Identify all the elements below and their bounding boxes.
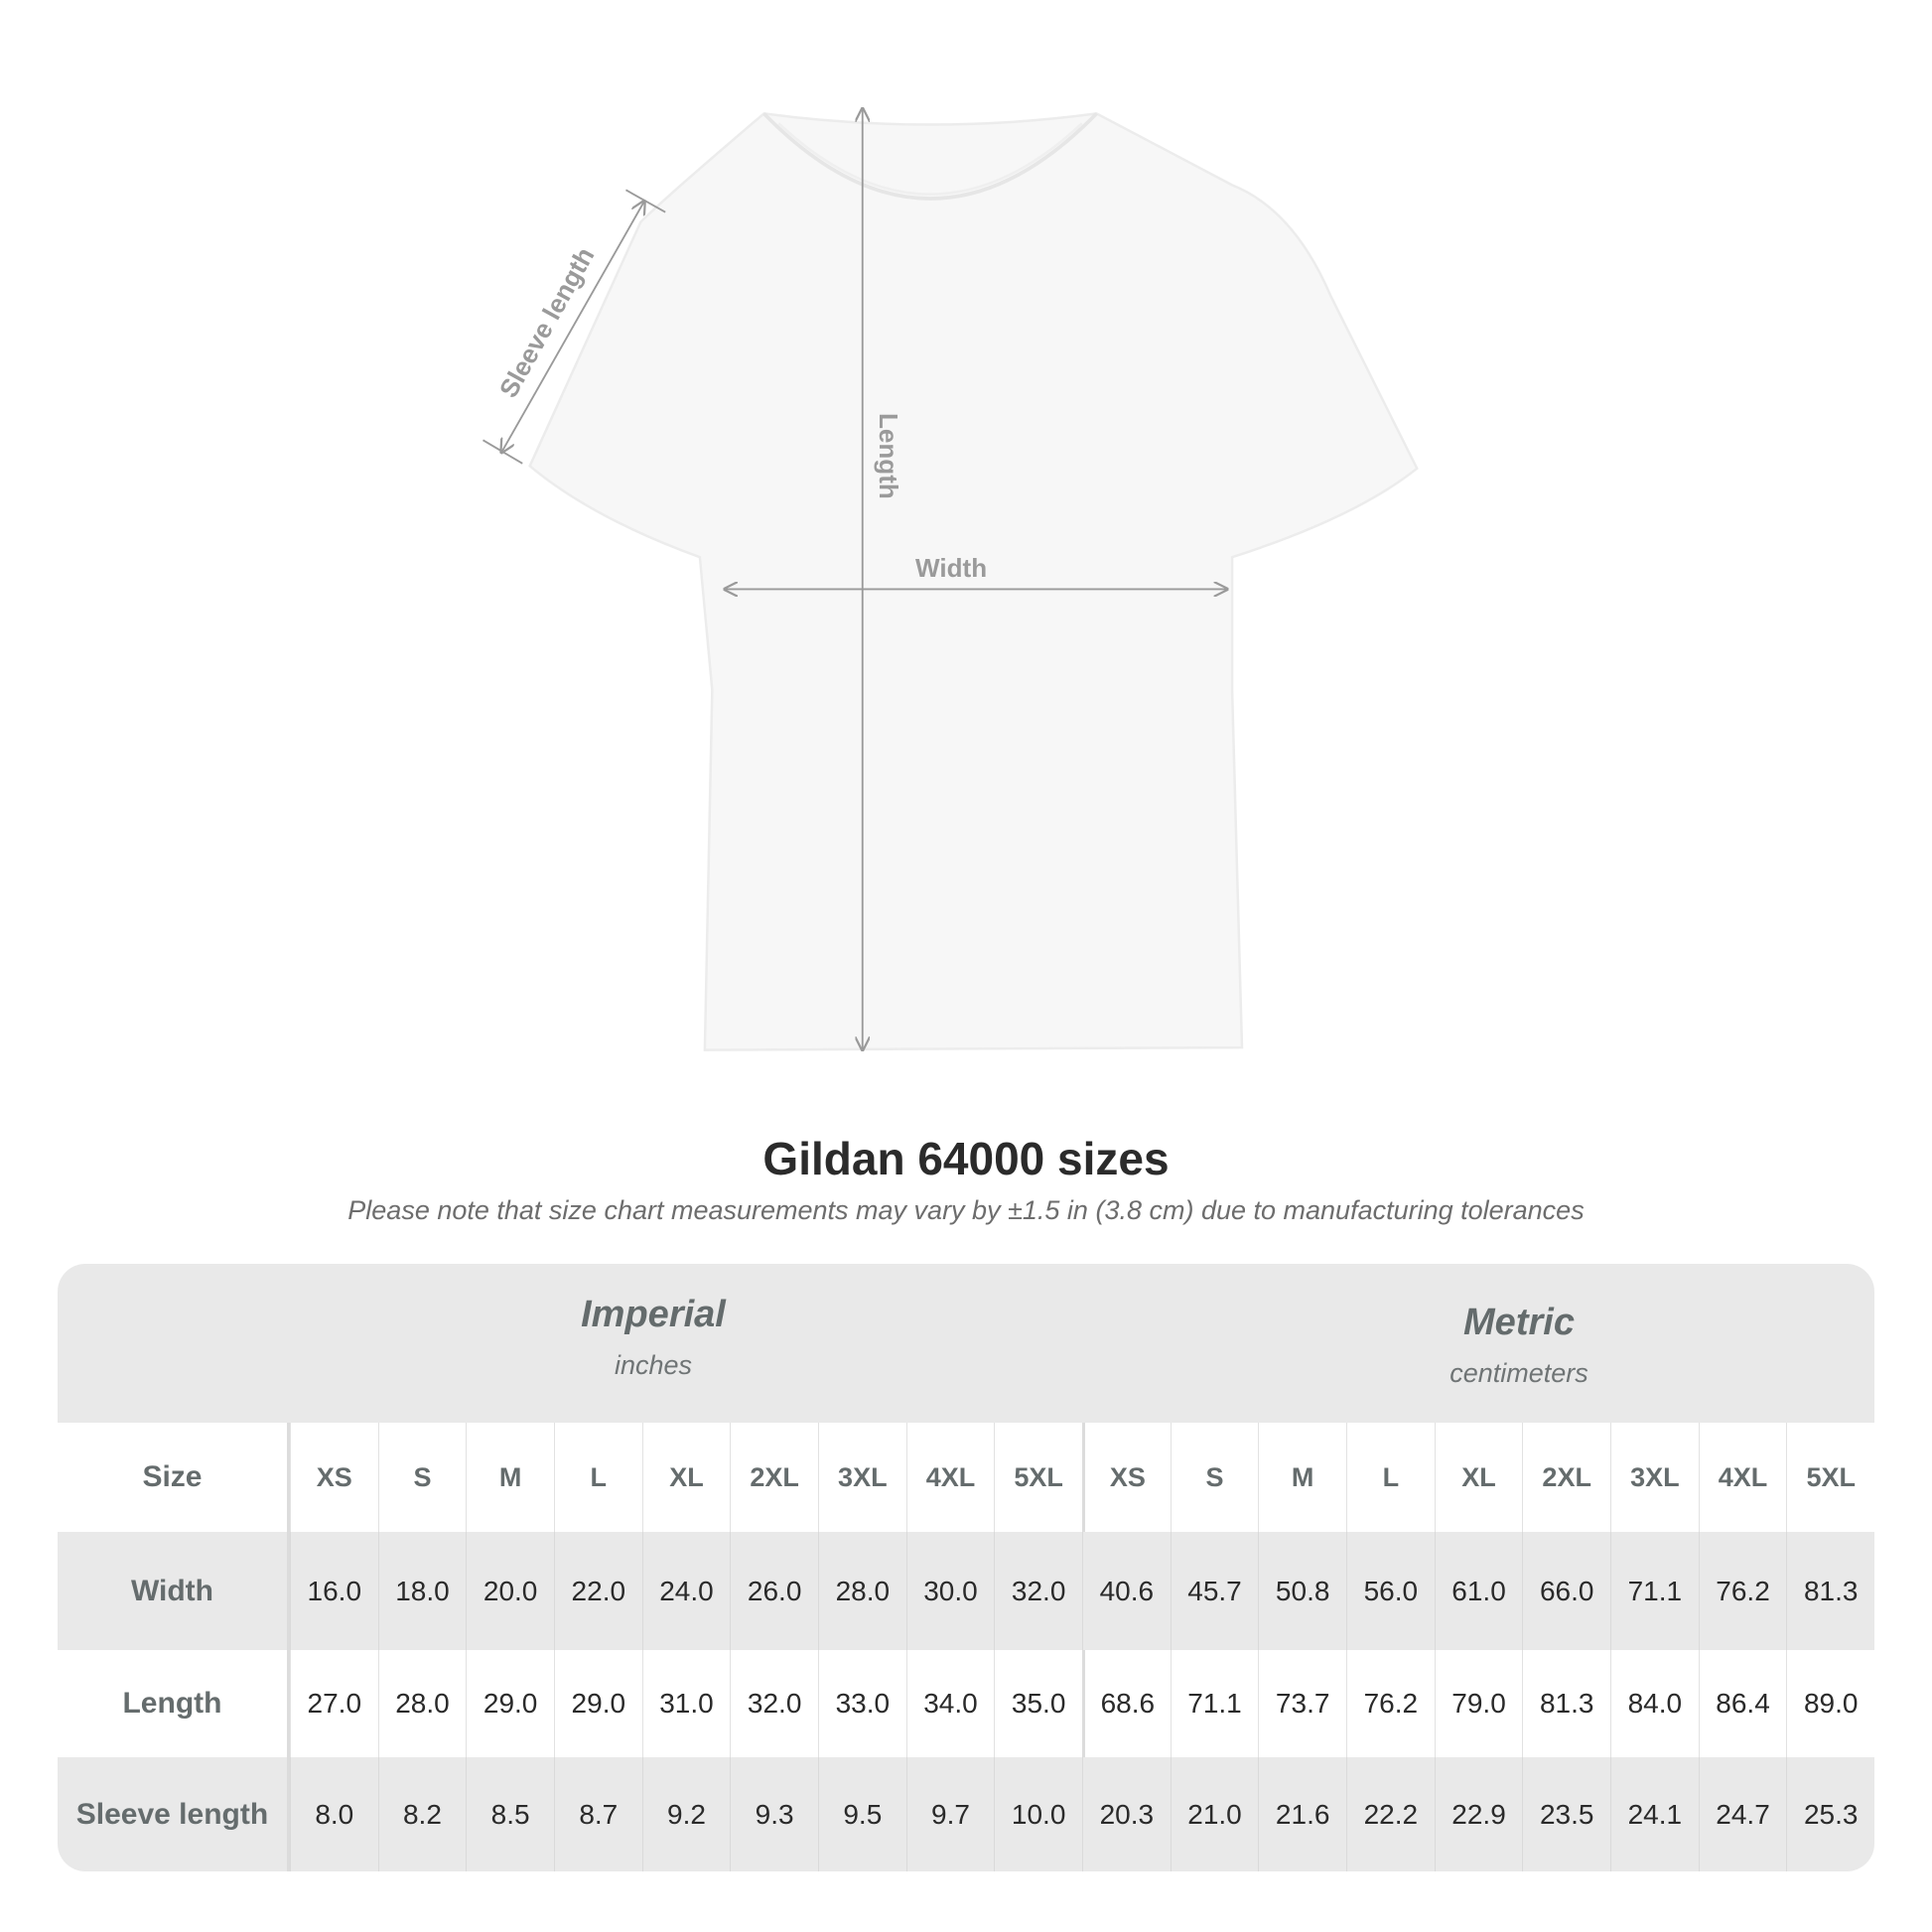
sleeve-arrow <box>501 202 644 453</box>
table-cell: 2XL <box>730 1423 818 1532</box>
table-cell: S <box>377 1423 467 1532</box>
length-label: Length <box>874 413 903 499</box>
table-cell: 24.1 <box>1610 1757 1699 1871</box>
table-cell: XL <box>1434 1423 1523 1532</box>
row-label: Size <box>58 1423 290 1532</box>
table-cell: 23.5 <box>1522 1757 1610 1871</box>
row-label: Width <box>58 1532 290 1650</box>
table-cell: 33.0 <box>817 1650 906 1757</box>
table-cell: 10.0 <box>994 1757 1082 1871</box>
table-cell: 8.5 <box>466 1757 554 1871</box>
table-cell: 9.7 <box>905 1757 995 1871</box>
table-cell: 9.5 <box>817 1757 906 1871</box>
table-cell: 40.6 <box>1082 1532 1171 1650</box>
table-cell: 76.2 <box>1346 1650 1435 1757</box>
table-cell: 86.4 <box>1698 1650 1787 1757</box>
table-cell: 26.0 <box>730 1532 818 1650</box>
table-cell: 76.2 <box>1698 1532 1787 1650</box>
unit-header-band: Imperial inches Metric centimeters <box>58 1264 1874 1423</box>
table-cell: 25.3 <box>1786 1757 1874 1871</box>
table-cell: 3XL <box>1610 1423 1699 1532</box>
table-cell: 29.0 <box>466 1650 554 1757</box>
table-cell: 21.6 <box>1258 1757 1346 1871</box>
table-cell: 32.0 <box>994 1532 1082 1650</box>
table-cell: 50.8 <box>1258 1532 1346 1650</box>
table-cell: 24.7 <box>1698 1757 1787 1871</box>
table-cell: 56.0 <box>1346 1532 1435 1650</box>
table-cell: 20.0 <box>466 1532 554 1650</box>
table-cell: 5XL <box>994 1423 1082 1532</box>
table-cell: 84.0 <box>1610 1650 1699 1757</box>
table-cell: 22.0 <box>553 1532 642 1650</box>
table-cell: 71.1 <box>1610 1532 1699 1650</box>
table-row: Width 16.0 18.0 20.0 22.0 24.0 26.0 28.0 30.0 32.… <box>58 1532 1874 1650</box>
table-cell: 22.2 <box>1346 1757 1435 1871</box>
width-label: Width <box>915 553 987 583</box>
table-cell: 16.0 <box>289 1532 378 1650</box>
table-cell: 22.9 <box>1434 1757 1523 1871</box>
table-cell: 27.0 <box>289 1650 378 1757</box>
table-cell: 5XL <box>1786 1423 1874 1532</box>
table-cell: 2XL <box>1522 1423 1610 1532</box>
table-row: Length 27.0 28.0 29.0 29.0 31.0 32.0 33.0 34.0 35… <box>58 1650 1874 1757</box>
table-cell: 3XL <box>817 1423 906 1532</box>
table-cell: L <box>1346 1423 1435 1532</box>
page-title: Gildan 64000 sizes <box>762 1133 1170 1184</box>
table-cell: 29.0 <box>553 1650 642 1757</box>
table-cell: 89.0 <box>1786 1650 1874 1757</box>
row-label: Sleeve length <box>58 1757 290 1871</box>
table-cell: 28.0 <box>377 1650 467 1757</box>
table-cell: 66.0 <box>1522 1532 1610 1650</box>
table-cell: 9.2 <box>641 1757 731 1871</box>
table-cell: 28.0 <box>817 1532 906 1650</box>
table-cell: 4XL <box>1698 1423 1787 1532</box>
table-cell: L <box>553 1423 642 1532</box>
table-cell: 34.0 <box>905 1650 995 1757</box>
tolerance-note: Please note that size chart measurements… <box>347 1195 1585 1225</box>
table-cell: 32.0 <box>730 1650 818 1757</box>
table-cell: 71.1 <box>1170 1650 1259 1757</box>
imperial-header: Imperial inches <box>581 1294 726 1380</box>
size-table: Imperial inches Metric centimeters Size X… <box>58 1264 1874 1871</box>
metric-header: Metric centimeters <box>1449 1302 1588 1388</box>
table-cell: 8.0 <box>289 1757 378 1871</box>
row-label: Length <box>58 1650 290 1757</box>
table-cell: 73.7 <box>1258 1650 1346 1757</box>
table-cell: 8.7 <box>553 1757 642 1871</box>
table-cell: 31.0 <box>641 1650 731 1757</box>
table-cell: M <box>466 1423 554 1532</box>
table-cell: 21.0 <box>1170 1757 1259 1871</box>
table-cell: 18.0 <box>377 1532 467 1650</box>
table-cell: 24.0 <box>641 1532 731 1650</box>
table-cell: 35.0 <box>994 1650 1082 1757</box>
table-cell: 68.6 <box>1082 1650 1171 1757</box>
table-cell: 20.3 <box>1082 1757 1171 1871</box>
table-cell: 79.0 <box>1434 1650 1523 1757</box>
table-cell: 45.7 <box>1170 1532 1259 1650</box>
table-cell: XS <box>1082 1423 1171 1532</box>
table-cell: XL <box>641 1423 731 1532</box>
collar <box>762 112 1098 201</box>
table-cell: 9.3 <box>730 1757 818 1871</box>
table-cell: 81.3 <box>1522 1650 1610 1757</box>
table-cell: M <box>1258 1423 1346 1532</box>
table-cell: 4XL <box>905 1423 995 1532</box>
table-cell: 8.2 <box>377 1757 467 1871</box>
size-header-row: Size XS S M L XL 2XL 3XL 4XL 5XL XS S M L XL 2XL 3XL 4XL 5… <box>58 1423 1874 1532</box>
table-cell: 81.3 <box>1786 1532 1874 1650</box>
table-cell: S <box>1170 1423 1259 1532</box>
table-cell: XS <box>289 1423 378 1532</box>
table-row: Sleeve length 8.0 8.2 8.5 8.7 9.2 9.3 9.5 9.7 10.… <box>58 1757 1874 1871</box>
table-cell: 30.0 <box>905 1532 995 1650</box>
tshirt-diagram: Sleeve length Length Width <box>483 0 1419 1092</box>
table-cell: 61.0 <box>1434 1532 1523 1650</box>
